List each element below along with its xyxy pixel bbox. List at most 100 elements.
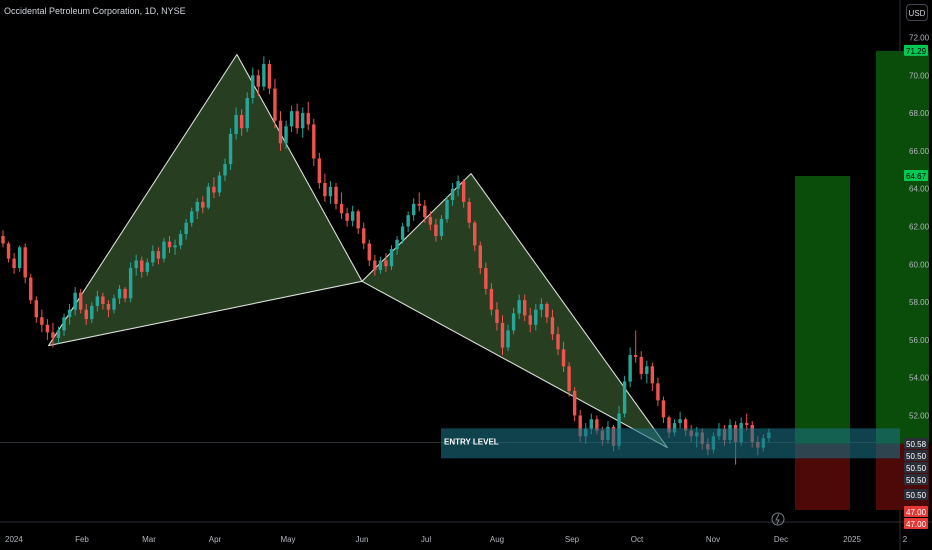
candle-body [578, 415, 582, 437]
y-tick-label: 58.00 [909, 298, 930, 307]
candle-body [661, 400, 666, 418]
candle-body [473, 222, 477, 246]
x-tick-label: May [280, 535, 295, 544]
candle-body [6, 243, 11, 259]
candle-body [178, 234, 183, 246]
price-label: 71.29 [906, 47, 927, 56]
candle-body [273, 88, 277, 121]
candle-body [634, 355, 638, 357]
price-label-bg [904, 474, 928, 485]
y-tick-label: 64.00 [909, 185, 930, 194]
candle-body [506, 330, 510, 348]
candle-body [595, 419, 599, 431]
price-label-bg [904, 44, 928, 56]
candle-body [34, 300, 38, 318]
candle-body [251, 75, 255, 98]
candle-body [190, 211, 194, 223]
price-label-bg [904, 489, 928, 500]
candle-body [67, 309, 72, 318]
candle-body [523, 300, 527, 316]
candle-body [400, 226, 405, 240]
candle-body [445, 200, 449, 219]
candle-body [245, 97, 249, 129]
x-tick-label: 2 [903, 535, 908, 544]
candle-body [745, 423, 749, 425]
harmonic-pattern-leg [48, 53, 363, 347]
candle-body [561, 349, 566, 367]
y-tick-label: 72.00 [909, 34, 930, 43]
profit-zone [876, 50, 929, 444]
candle-body [622, 381, 627, 414]
x-tick-label: Nov [706, 535, 720, 544]
candle-body [656, 383, 660, 401]
candle-body [328, 186, 333, 197]
candle-body [162, 241, 166, 259]
y-tick-label: 56.00 [909, 336, 930, 345]
candle-body [484, 268, 488, 289]
candle-body [439, 218, 444, 236]
candle-body [306, 113, 310, 125]
candle-body [645, 366, 649, 374]
candle-body [406, 215, 410, 227]
candle-body [267, 63, 272, 89]
candle-body [628, 355, 632, 382]
candle-body [317, 158, 322, 184]
candle-body [40, 317, 44, 325]
y-tick-label: 52.00 [909, 412, 930, 421]
candle-body [534, 309, 538, 325]
candle-body [517, 300, 521, 314]
y-tick-label: 54.00 [909, 374, 930, 383]
currency-button[interactable]: USD [906, 4, 928, 21]
price-label: 50.50 [906, 452, 927, 461]
price-label-bg [904, 462, 928, 473]
candle-body [556, 334, 560, 350]
candle-body [90, 305, 94, 320]
lightning-icon [771, 512, 785, 526]
candle-body [112, 298, 116, 310]
price-label: 47.00 [906, 520, 927, 529]
candle-body [101, 296, 105, 304]
x-tick-label: 2024 [5, 535, 23, 544]
candle-body [450, 188, 455, 201]
price-label: 50.50 [906, 476, 927, 485]
candle-body [95, 296, 100, 306]
candle-body [56, 330, 61, 339]
candle-body [128, 268, 133, 299]
price-label: 64.67 [906, 172, 927, 181]
candle-body [234, 114, 238, 134]
candle-body [167, 241, 172, 248]
entry-level-zone [441, 428, 900, 459]
candle-body [206, 186, 211, 208]
price-label: 47.00 [906, 508, 927, 517]
candle-body [23, 247, 27, 278]
candle-body [395, 239, 399, 250]
candle-body [362, 228, 366, 244]
candle-body [356, 211, 360, 229]
lightning-bolt-icon [775, 513, 780, 525]
candle-body [45, 324, 50, 333]
candle-body [467, 201, 471, 223]
candle-body [84, 309, 88, 320]
candle-body [262, 63, 266, 87]
candle-body [367, 243, 371, 261]
x-tick-label: 2025 [843, 535, 861, 544]
candle-body [301, 113, 305, 129]
candle-body [423, 205, 427, 218]
candle-body [539, 303, 544, 310]
candle-body [123, 288, 127, 299]
candle-body [428, 217, 433, 225]
y-tick-label: 68.00 [909, 109, 930, 118]
candle-body [278, 120, 283, 144]
x-tick-label: Jun [356, 535, 369, 544]
candle-body [239, 114, 244, 129]
entry-level-label: ENTRY LEVEL [444, 437, 499, 446]
candle-body [29, 277, 33, 301]
y-tick-label: 70.00 [909, 71, 930, 80]
candle-body [289, 111, 294, 127]
candle-body [456, 181, 460, 189]
candle-body [478, 245, 482, 269]
candle-body [51, 332, 55, 339]
candle-body [312, 124, 316, 159]
candle-body [339, 203, 344, 214]
